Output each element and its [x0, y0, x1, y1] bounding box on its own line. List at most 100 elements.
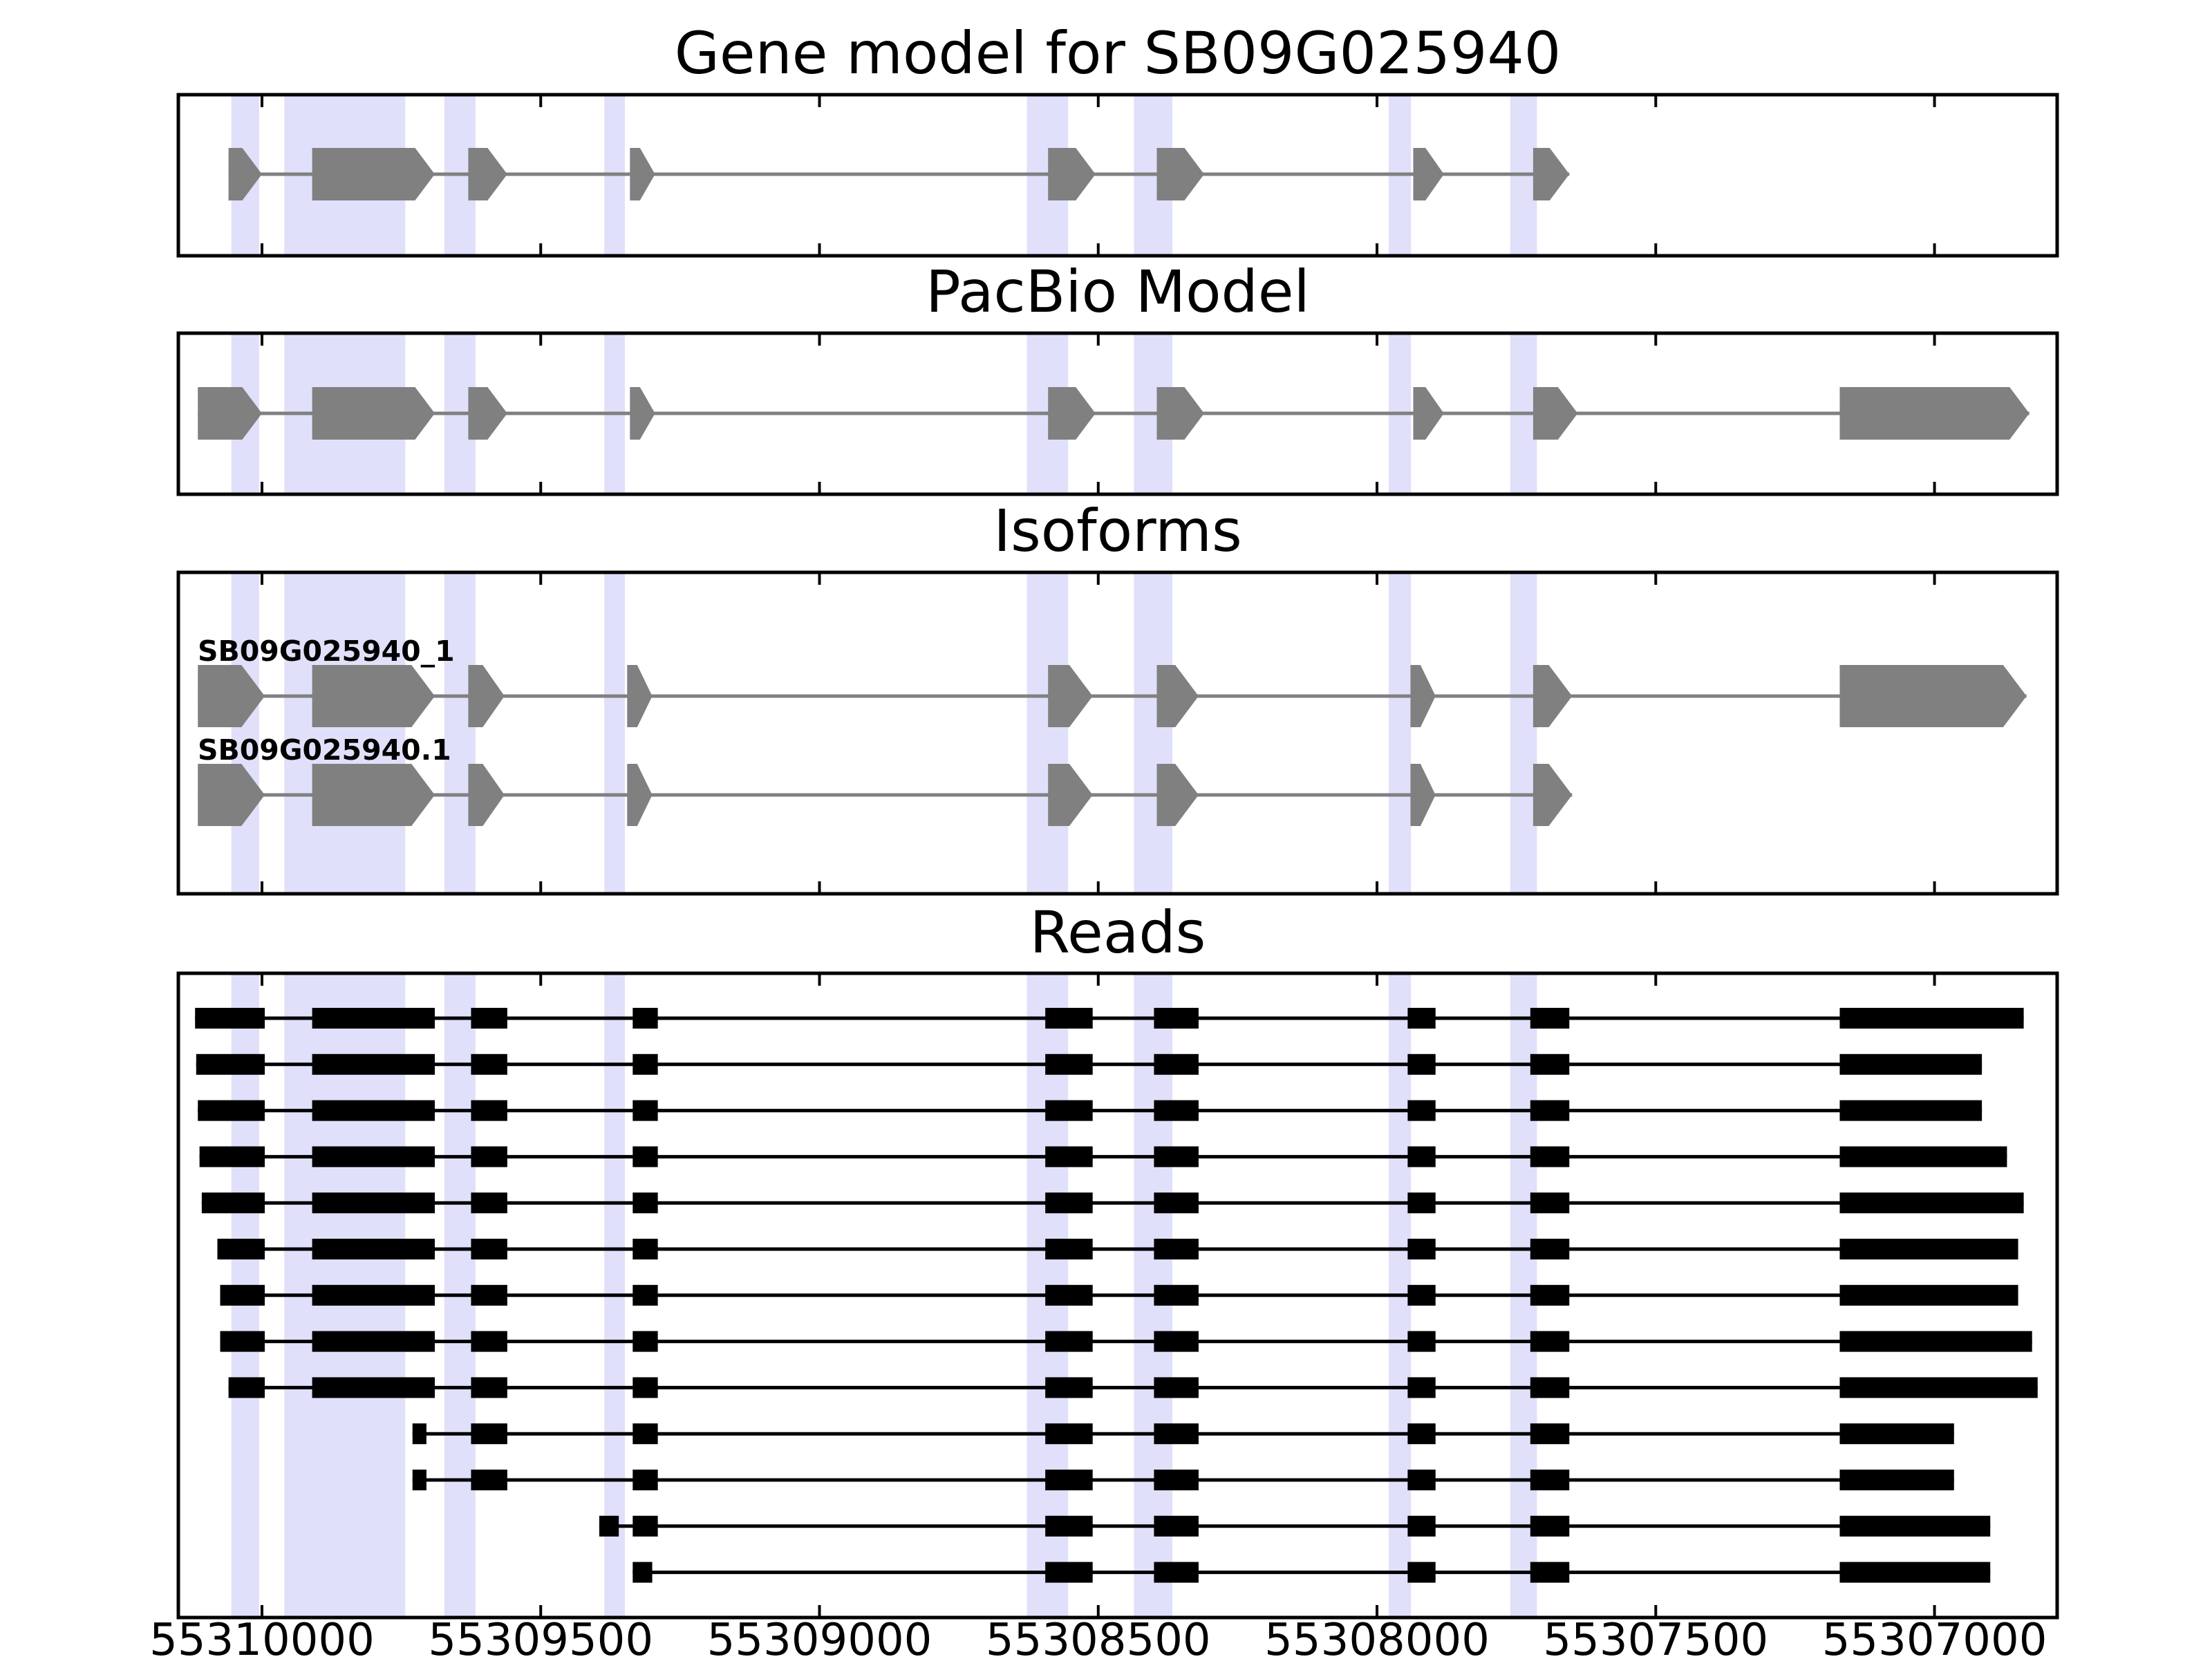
read-exon [201, 1192, 265, 1214]
read-exon [198, 1100, 265, 1121]
read-exon [471, 1146, 507, 1168]
read-track [228, 1377, 2038, 1398]
read-exon [632, 1562, 653, 1583]
read-exon [1407, 1008, 1436, 1029]
read-exon [1839, 1146, 2007, 1168]
shaded-region [1134, 572, 1173, 894]
read-exon [632, 1053, 658, 1075]
read-exon [1530, 1470, 1570, 1490]
isoform-label: SB09G025940.1 [198, 733, 451, 767]
read-exon [1407, 1284, 1436, 1306]
panel-reads: Reads [176, 899, 2059, 1620]
read-exon [471, 1423, 507, 1445]
read-track [632, 1562, 1991, 1583]
panel-pacbio-model-title: PacBio Model [926, 258, 1310, 326]
exon-arrow [198, 665, 265, 727]
read-track [195, 1008, 2024, 1029]
read-exon [1530, 1515, 1570, 1537]
read-exon [632, 1377, 658, 1398]
x-tick-label: 55309500 [428, 1615, 653, 1659]
read-exon [471, 1377, 507, 1398]
read-exon [1839, 1515, 1991, 1537]
read-exon [632, 1515, 658, 1537]
read-exon [217, 1239, 265, 1259]
panel-gene-model-frame [176, 93, 2059, 258]
x-tick-label: 55308500 [986, 1615, 1211, 1659]
read-exon [195, 1008, 265, 1029]
panel-gene-model: Gene model for SB09G025940 [176, 19, 2059, 258]
panel-pacbio-model: PacBio Model [176, 258, 2059, 496]
exon-arrow [1413, 387, 1444, 440]
exon-arrow [1533, 387, 1578, 440]
read-exon [220, 1331, 265, 1352]
read-exon [632, 1331, 658, 1352]
read-exon [1154, 1192, 1199, 1214]
read-exon [1839, 1562, 1991, 1583]
exon-arrow [1410, 665, 1436, 727]
read-exon [471, 1470, 507, 1490]
read-exon [1530, 1562, 1570, 1583]
read-exon [1045, 1284, 1093, 1306]
read-exon [1407, 1423, 1436, 1445]
exon-arrow [1048, 387, 1096, 440]
read-exon [1154, 1146, 1199, 1168]
read-exon [471, 1284, 507, 1306]
exon-arrow [1533, 665, 1573, 727]
read-exon [632, 1192, 658, 1214]
read-exon [1530, 1146, 1570, 1168]
read-exon [1530, 1284, 1570, 1306]
shaded-region [231, 572, 259, 894]
exon-arrow [1048, 764, 1093, 826]
isoform-track [228, 148, 1570, 200]
read-exon [1530, 1008, 1570, 1029]
read-exon [1407, 1377, 1436, 1398]
read-exon [1154, 1470, 1199, 1490]
panel-isoforms-title: Isoforms [993, 497, 1242, 565]
read-exon [1154, 1239, 1199, 1259]
read-exon [1407, 1470, 1436, 1490]
read-exon [1154, 1284, 1199, 1306]
read-exon [1045, 1192, 1093, 1214]
exon-arrow [468, 764, 505, 826]
exon-arrow [312, 665, 435, 727]
read-exon [1407, 1562, 1436, 1583]
read-exon [1045, 1239, 1093, 1259]
x-tick-label: 55308000 [1264, 1615, 1490, 1659]
isoform-track [198, 764, 1573, 826]
read-exon [312, 1146, 435, 1168]
read-exon [1530, 1053, 1570, 1075]
read-track [196, 1053, 1983, 1075]
read-exon [412, 1423, 427, 1445]
shaded-region [1510, 572, 1537, 894]
read-exon [1530, 1331, 1570, 1352]
x-tick-label: 55307000 [1822, 1615, 2047, 1659]
read-exon [1045, 1470, 1093, 1490]
read-track [217, 1239, 2018, 1259]
read-exon [1530, 1423, 1570, 1445]
read-exon [1839, 1331, 2032, 1352]
read-exon [1839, 1423, 1954, 1445]
read-exon [471, 1331, 507, 1352]
read-track [198, 1100, 1983, 1121]
read-exon [1839, 1377, 2038, 1398]
read-exon [1045, 1377, 1093, 1398]
exon-arrow [1048, 148, 1096, 200]
isoform-label: SB09G025940_1 [198, 635, 455, 668]
exon-arrow [1413, 148, 1444, 200]
panel-gene-model-title: Gene model for SB09G025940 [675, 19, 1561, 87]
read-exon [1154, 1008, 1199, 1029]
read-exon [1407, 1192, 1436, 1214]
read-exon [1839, 1008, 2024, 1029]
read-exon [1045, 1331, 1093, 1352]
read-exon [1045, 1562, 1093, 1583]
read-exon [632, 1239, 658, 1259]
x-tick-label: 55307500 [1543, 1615, 1768, 1659]
read-exon [1530, 1192, 1570, 1214]
read-exon [312, 1377, 435, 1398]
read-exon [220, 1284, 265, 1306]
read-exon [471, 1192, 507, 1214]
read-exon [1530, 1239, 1570, 1259]
read-exon [632, 1470, 658, 1490]
read-exon [471, 1053, 507, 1075]
